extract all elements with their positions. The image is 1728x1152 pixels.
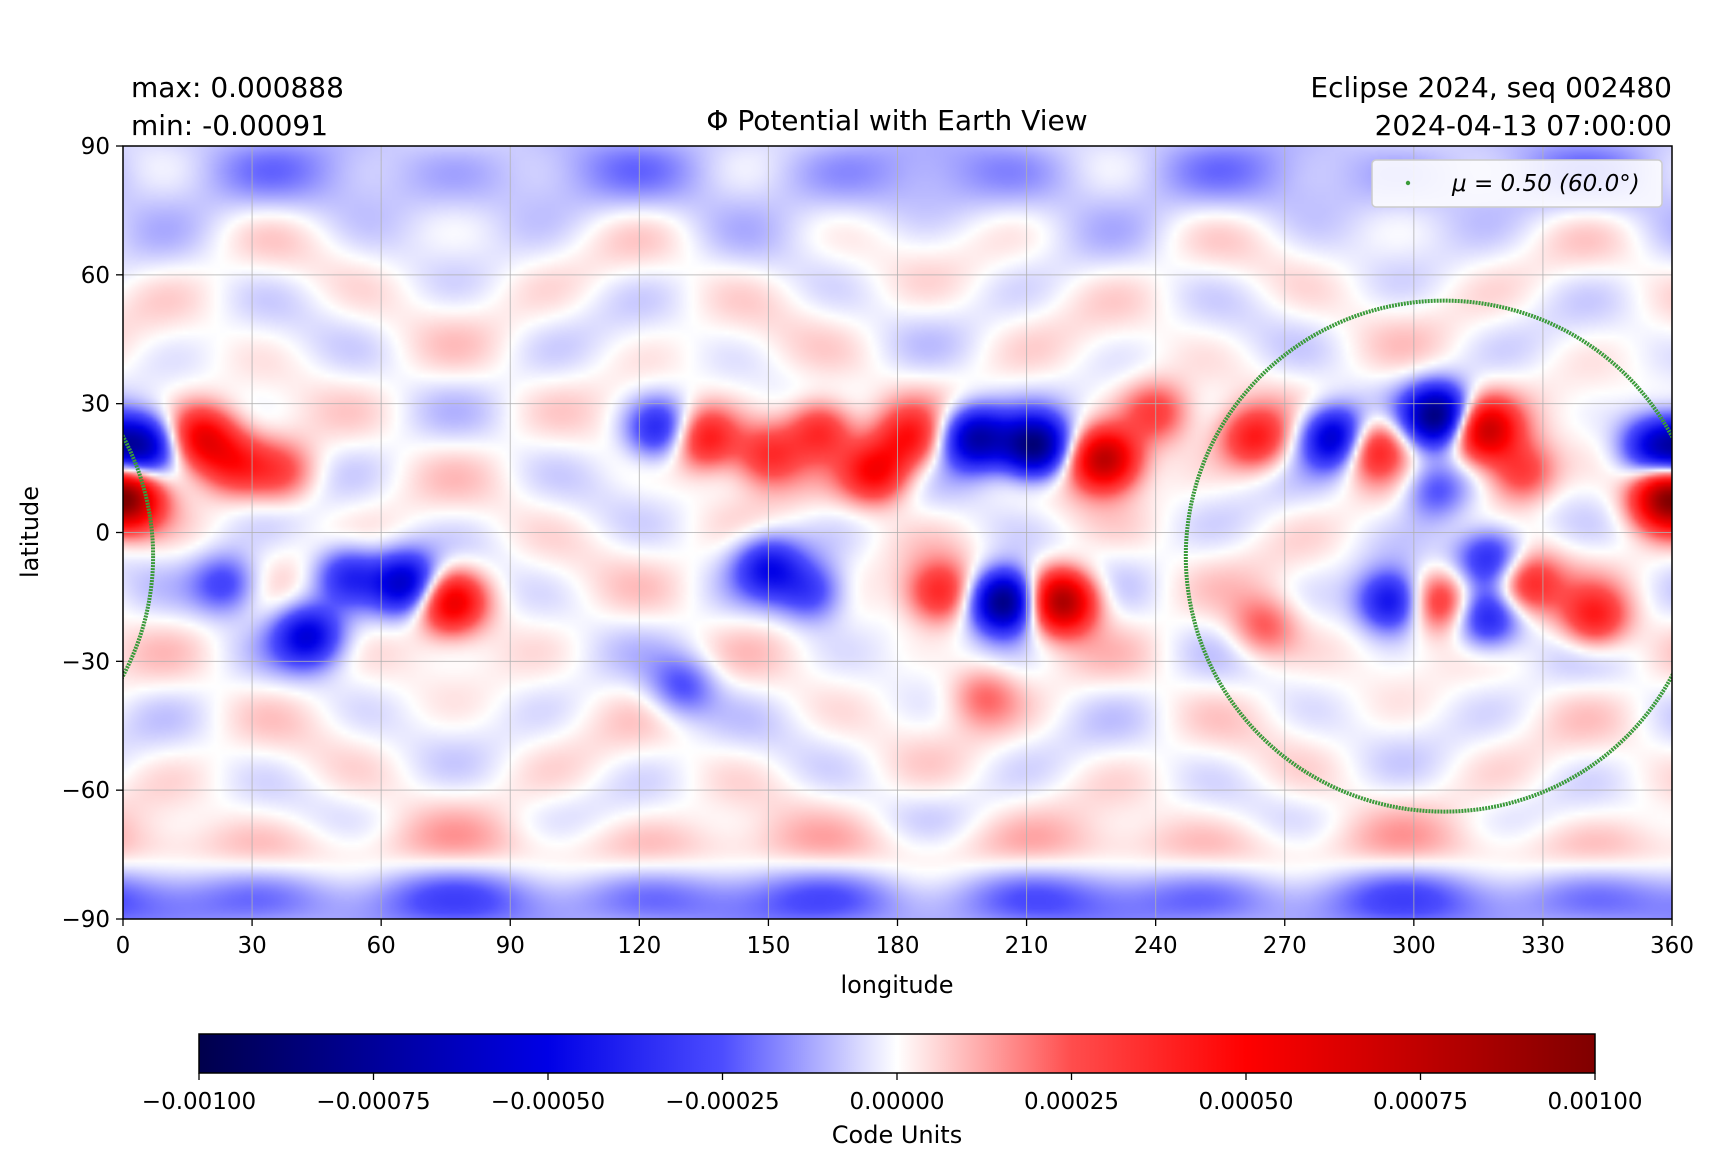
y-tick-label: −60: [61, 778, 110, 804]
mu-contour: [1183, 298, 1672, 814]
x-tick-label: 360: [1650, 933, 1694, 959]
colorbar: −0.00100 −0.00075 −0.00050 −0.00025 0.00000 0…: [142, 1033, 1643, 1149]
y-tick-label: −30: [61, 649, 110, 675]
x-tick-label: 90: [496, 933, 525, 959]
colorbar-ticks: −0.00100 −0.00075 −0.00050 −0.00025 0.00000 0…: [142, 1073, 1643, 1115]
legend-entry-mu: μ = 0.50 (60.0°): [1451, 171, 1640, 197]
colorbar-gradient: [198, 1033, 1596, 1074]
chart-title: Φ Potential with Earth View: [706, 104, 1087, 137]
info-timestamp: 2024-04-13 07:00:00: [1375, 109, 1672, 142]
x-tick-label: 0: [116, 933, 131, 959]
info-max: max: 0.000888: [131, 71, 344, 104]
colorbar-tick-label: 0.00050: [1198, 1089, 1293, 1115]
x-tick-label: 180: [876, 933, 920, 959]
legend-marker: [1405, 180, 1411, 186]
y-tick-label: −90: [61, 907, 110, 933]
colorbar-tick-label: −0.00100: [142, 1089, 256, 1115]
x-tick-label: 60: [367, 933, 396, 959]
y-tick-label: 30: [81, 392, 110, 418]
y-axis-label: latitude: [16, 486, 44, 578]
x-tick-label: 120: [617, 933, 661, 959]
y-tick-label: 90: [81, 134, 110, 160]
plot-area: 0 30 60 90 120 150 180 210 240 270 300 330 360 90603…: [16, 134, 1694, 999]
info-sequence: Eclipse 2024, seq 002480: [1310, 71, 1672, 104]
x-tick-label: 150: [746, 933, 790, 959]
colorbar-tick-label: 0.00025: [1024, 1089, 1119, 1115]
x-tick-label: 210: [1005, 933, 1049, 959]
legend: μ = 0.50 (60.0°): [1371, 159, 1663, 208]
legend-box: [1371, 159, 1663, 208]
x-tick-label: 240: [1134, 933, 1178, 959]
colorbar-tick-label: −0.00075: [316, 1089, 430, 1115]
y-tick-label: 0: [95, 521, 110, 547]
colorbar-tick-label: 0.00000: [849, 1089, 944, 1115]
colorbar-tick-label: −0.00050: [491, 1089, 605, 1115]
x-axis-ticks: 0 30 60 90 120 150 180 210 240 270 300 330 360: [116, 919, 1694, 959]
colorbar-label: Code Units: [832, 1121, 962, 1149]
colorbar-tick-label: 0.00075: [1373, 1089, 1468, 1115]
colorbar-tick-label: −0.00025: [665, 1089, 779, 1115]
y-axis-ticks: 90 60 30 0 −30 −60 −90: [61, 134, 123, 933]
info-min: min: -0.00091: [131, 109, 328, 142]
x-axis-label: longitude: [840, 971, 953, 999]
y-tick-label: 60: [81, 263, 110, 289]
x-tick-label: 300: [1392, 933, 1436, 959]
x-tick-label: 270: [1263, 933, 1307, 959]
x-tick-label: 330: [1521, 933, 1565, 959]
x-tick-label: 30: [237, 933, 266, 959]
colorbar-tick-label: 0.00100: [1547, 1089, 1642, 1115]
